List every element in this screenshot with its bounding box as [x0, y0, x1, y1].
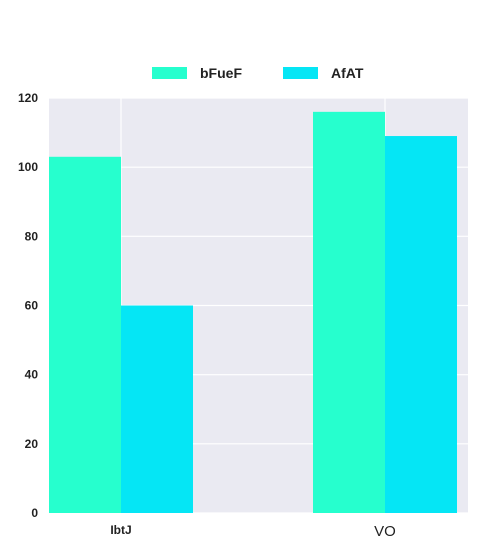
legend-swatch-AfAT: [283, 67, 318, 79]
y-axis-ticks: 0 20 40 60 80 100 120: [18, 91, 38, 520]
bars: [49, 111, 457, 513]
y-tick-label: 60: [25, 299, 39, 313]
x-tick-label: VO: [374, 523, 396, 540]
y-tick-label: 0: [31, 506, 38, 520]
bar-bFueF-VO: [313, 111, 385, 513]
x-axis-ticks: IbtJ VO: [110, 523, 396, 540]
legend-label-AfAT: AfAT: [331, 65, 364, 81]
bar-AfAT-VO: [385, 136, 457, 513]
x-tick-label: IbtJ: [110, 523, 131, 537]
y-tick-label: 40: [25, 368, 39, 382]
legend-swatch-bFueF: [152, 67, 187, 79]
y-tick-label: 100: [18, 160, 38, 174]
bar-AfAT-IbtJ: [121, 305, 193, 513]
y-tick-label: 80: [25, 229, 39, 243]
y-tick-label: 20: [25, 437, 39, 451]
y-tick-label: 120: [18, 91, 38, 105]
legend-label-bFueF: bFueF: [200, 65, 242, 81]
legend: bFueF AfAT: [152, 65, 364, 81]
bar-bFueF-IbtJ: [49, 156, 121, 513]
